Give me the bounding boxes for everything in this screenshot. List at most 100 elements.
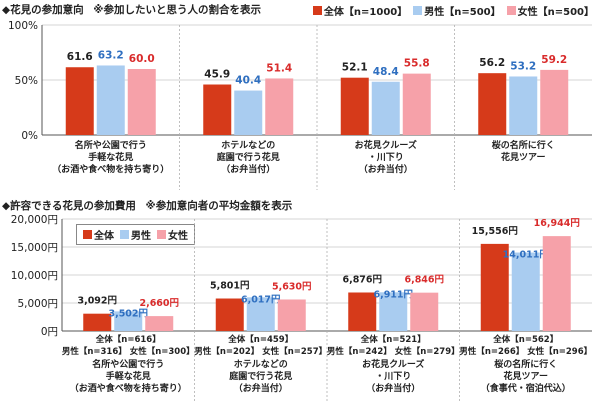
chart2-bar <box>215 298 244 331</box>
chart2-n-label: 全体【n=459】 <box>227 334 293 345</box>
chart2-category-label: 手軽な花見 <box>106 370 151 382</box>
chart1-bar <box>234 90 263 135</box>
chart1-bar <box>203 84 232 135</box>
chart2-data-label: 5,630円 <box>272 281 312 292</box>
chart2-data-label: 6,876円 <box>342 274 382 285</box>
chart2-ytick-label: 10,000円 <box>11 270 58 282</box>
chart1-legend-all-label: 全体【n=1000】 <box>323 7 408 18</box>
chart1-legend-all: 全体【n=1000】 <box>312 3 408 18</box>
chart1-data-label: 60.0 <box>129 53 155 65</box>
chart2-n-label: 男性【n=266】 女性【n=296】 <box>459 346 592 357</box>
chart1-ytick-label: 0% <box>21 130 38 142</box>
chart2-bar <box>114 311 143 331</box>
chart2-ytick-label: 15,000円 <box>11 242 58 254</box>
chart2-category-label: 庭園で行う花見 <box>229 370 292 382</box>
chart1-data-label: 55.8 <box>404 58 430 70</box>
chart1-data-label: 51.4 <box>266 62 292 74</box>
chart1-subtitle: ※参加したいと思う人の割合を表示 <box>93 4 261 16</box>
chart1-bar <box>509 76 538 135</box>
chart2-data-label: 2,660円 <box>139 298 179 309</box>
chart1-bar <box>340 77 369 135</box>
chart2-data-label: 15,556円 <box>472 226 518 237</box>
chart2-category-label: ホテルなどの <box>234 358 288 370</box>
chart1-legend-female-label: 女性【n=500】 <box>517 7 594 18</box>
chart2-subtitle: ※参加意向者の平均金額を表示 <box>145 200 293 212</box>
chart2-category-label: （お弁当付） <box>366 382 420 394</box>
chart1-data-label: 40.4 <box>235 75 261 87</box>
chart1-category-label: 名所や公園で行う <box>75 139 147 151</box>
chart1-bar <box>96 65 125 135</box>
legend-swatch-male <box>413 6 423 15</box>
chart2-bar <box>348 292 377 331</box>
chart2-n-label: 男性【n=316】 女性【n=300】 <box>62 346 195 357</box>
chart1-legend-male: 男性【n=500】 <box>413 3 501 18</box>
chart1-data-label: 63.2 <box>98 49 124 61</box>
chart2-title-row: ◆許容できる花見の参加費用 ※参加意向者の平均金額を表示 <box>2 198 292 213</box>
chart2-ytick-label: 20,000円 <box>11 214 58 226</box>
chart2-category-label: お花見クルーズ <box>362 358 424 370</box>
chart2-legend-all-label: 全体 <box>94 231 114 242</box>
chart1-ytick-label: 100% <box>8 20 38 32</box>
chart1-bar <box>402 73 431 135</box>
chart2-data-label: 6,911円 <box>373 289 413 300</box>
chart2-bar <box>511 252 540 331</box>
chart2-category-label: 花見ツアー <box>504 370 548 382</box>
chart2-bar <box>246 297 275 331</box>
legend-swatch-female <box>506 6 516 15</box>
chart2-data-label: 6,017円 <box>241 294 281 305</box>
chart2-data-label: 16,944円 <box>534 218 580 229</box>
legend-swatch-all <box>83 230 92 239</box>
chart2-category-label: （お弁当付） <box>234 382 288 394</box>
chart2-bar <box>379 292 408 331</box>
chart1-legend-male-label: 男性【n=500】 <box>424 7 501 18</box>
chart2-legend-male: 男性 <box>120 227 151 242</box>
chart2-legend-female: 女性 <box>157 227 188 242</box>
legend-swatch-all <box>312 6 322 15</box>
chart1-category-label: ホテルなどの <box>221 139 275 151</box>
chart2-legend-female-label: 女性 <box>168 231 188 242</box>
chart1-data-label: 53.2 <box>510 60 536 72</box>
chart1-bar <box>127 69 156 135</box>
chart1-ytick-label: 50% <box>15 75 38 87</box>
chart1-category-label: （お酒や食べ物を持ち寄り） <box>52 163 169 175</box>
chart2-category-label: 名所や公園で行う <box>92 358 164 370</box>
chart2-bar <box>83 313 112 331</box>
chart1-legend-female: 女性【n=500】 <box>506 3 594 18</box>
chart2-bar <box>145 316 174 331</box>
chart2-data-label: 6,846円 <box>404 275 444 286</box>
chart2-ytick-label: 0円 <box>41 326 58 338</box>
chart1-data-label: 48.4 <box>373 66 399 78</box>
legend-swatch-male <box>120 230 129 239</box>
chart2-n-label: 全体【n=521】 <box>360 334 426 345</box>
chart2-category-label: （お酒や食べ物を持ち寄り） <box>70 382 187 394</box>
chart1-bar <box>371 81 400 135</box>
chart2-legend-all: 全体 <box>83 227 114 242</box>
chart1-bar <box>540 69 569 135</box>
chart2-n-label: 全体【n=616】 <box>95 334 161 345</box>
chart1-bar <box>65 67 94 135</box>
chart2-data-label: 3,092円 <box>77 296 117 307</box>
chart2-title: ◆許容できる花見の参加費用 <box>2 200 136 212</box>
chart2-data-label: 3,502円 <box>108 308 148 319</box>
chart1-category-label: 桜の名所に行く <box>492 139 555 151</box>
chart2-n-label: 男性【n=202】 女性【n=257】 <box>194 346 327 357</box>
chart1-title-row: ◆花見の参加意向 ※参加したいと思う人の割合を表示 <box>2 2 261 17</box>
chart2-category-label: ・川下り <box>375 371 411 382</box>
chart1-category-label: ・川下り <box>368 152 404 163</box>
chart1-category-label: 手軽な花見 <box>88 151 133 163</box>
chart1-data-label: 61.6 <box>67 51 93 63</box>
chart1-data-label: 59.2 <box>541 54 567 66</box>
chart1-category-label: （お弁当付） <box>359 163 413 175</box>
chart2-n-label: 男性【n=242】 女性【n=279】 <box>327 346 460 357</box>
chart2-data-label: 5,801円 <box>210 281 250 292</box>
chart2-category-label: （食事代・宿泊代込） <box>481 382 571 394</box>
chart2-data-label: 14,011円 <box>503 250 549 261</box>
chart2-n-label: 全体【n=562】 <box>492 334 558 345</box>
chart2-bar <box>480 243 509 331</box>
chart1-data-label: 52.1 <box>342 62 368 74</box>
chart1-category-label: （お弁当付） <box>221 163 275 175</box>
chart2-legend-male-label: 男性 <box>131 231 151 242</box>
chart2-bar <box>277 299 306 331</box>
chart1-data-label: 45.9 <box>204 69 230 81</box>
